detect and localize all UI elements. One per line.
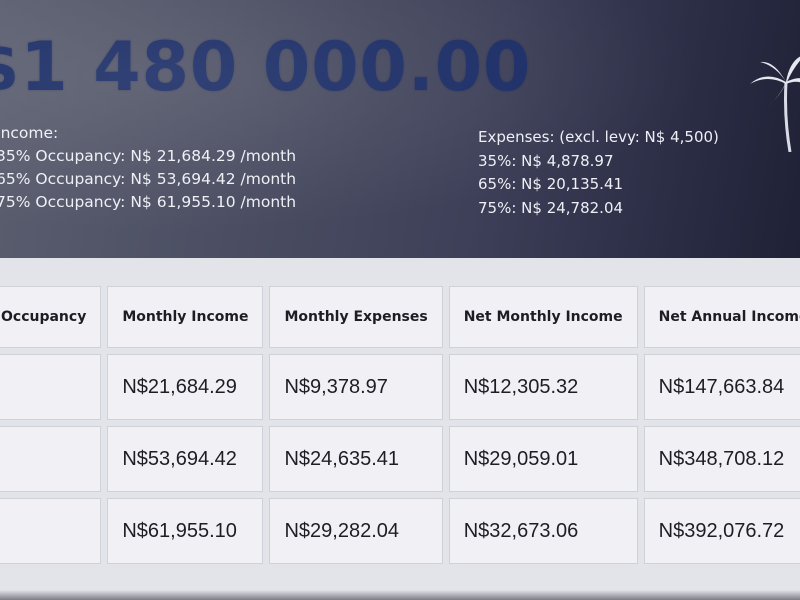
- cell-monthly-income: N$61,955.10: [107, 498, 264, 564]
- expense-line-35: 35%: N$ 4,878.97: [478, 151, 614, 170]
- cell-monthly-expenses: N$9,378.97: [269, 354, 443, 420]
- column-header-occupancy: Occupancy: [0, 286, 102, 348]
- cell-net-annual-income: N$348,708.12: [643, 426, 800, 492]
- table-row: N$61,955.10 N$29,282.04 N$32,673.06 N$39…: [0, 498, 800, 564]
- table-header-row: Occupancy Monthly Income Monthly Expense…: [0, 286, 800, 348]
- income-summary: Income: 35% Occupancy: N$ 21,684.29 /mon…: [0, 122, 296, 214]
- cell-occupancy: [0, 498, 102, 564]
- table-row: N$53,694.42 N$24,635.41 N$29,059.01 N$34…: [0, 426, 800, 492]
- expense-line-75: 75%: N$ 24,782.04: [478, 198, 624, 217]
- cell-monthly-income: N$53,694.42: [107, 426, 264, 492]
- cell-net-annual-income: N$147,663.84: [643, 354, 800, 420]
- cell-net-annual-income: N$392,076.72: [643, 498, 800, 564]
- bottom-shadow: [0, 590, 800, 600]
- income-projection-table: Occupancy Monthly Income Monthly Expense…: [0, 280, 800, 570]
- expense-summary: Expenses: (excl. levy: N$ 4,500) 35%: N$…: [478, 126, 719, 220]
- cell-net-monthly-income: N$12,305.32: [448, 354, 638, 420]
- palm-tree-icon: [750, 56, 800, 152]
- cell-monthly-expenses: N$24,635.41: [269, 426, 443, 492]
- cell-monthly-income: N$21,684.29: [107, 354, 264, 420]
- expense-line-65: 65%: N$ 20,135.41: [478, 175, 624, 193]
- cell-monthly-expenses: N$29,282.04: [269, 498, 443, 564]
- column-header-monthly-income: Monthly Income: [107, 286, 264, 348]
- income-title: Income:: [0, 124, 59, 142]
- column-header-net-annual-income: Net Annual Income: [643, 286, 800, 348]
- income-line-75: 75% Occupancy: N$ 61,955.10 /month: [0, 193, 297, 211]
- table-row: N$21,684.29 N$9,378.97 N$12,305.32 N$147…: [0, 354, 800, 420]
- cell-net-monthly-income: N$32,673.06: [448, 498, 638, 564]
- cell-occupancy: [0, 354, 102, 420]
- property-price: $1 480 000.00: [0, 28, 532, 107]
- column-header-monthly-expenses: Monthly Expenses: [269, 286, 443, 348]
- income-line-35: 35% Occupancy: N$ 21,684.29 /month: [0, 147, 297, 165]
- income-line-65: 65% Occupancy: N$ 53,694.42 /month: [0, 170, 297, 188]
- column-header-net-monthly-income: Net Monthly Income: [448, 286, 638, 348]
- cell-net-monthly-income: N$29,059.01: [448, 426, 638, 492]
- cell-occupancy: [0, 426, 102, 492]
- income-table-panel: Occupancy Monthly Income Monthly Expense…: [0, 258, 800, 600]
- header-banner: $1 480 000.00 Income: 35% Occupancy: N$ …: [0, 0, 800, 258]
- expenses-title: Expenses: (excl. levy: N$ 4,500): [478, 128, 719, 146]
